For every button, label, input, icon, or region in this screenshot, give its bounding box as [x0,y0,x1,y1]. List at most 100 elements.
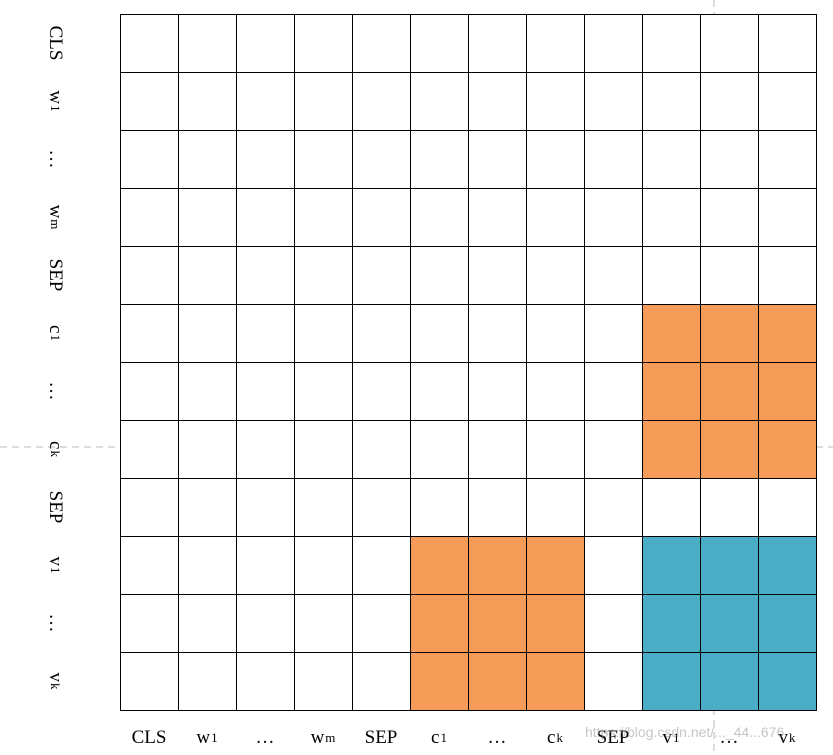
mask-cell [120,420,179,479]
mask-cell [526,246,585,305]
mask-cell [352,14,411,73]
label-base-text: CLS [131,726,167,748]
mask-cell [758,362,817,421]
mask-cell [526,420,585,479]
mask-cell [294,362,353,421]
mask-cell [120,14,179,73]
mask-cell [526,652,585,711]
mask-cell [120,130,179,189]
mask-cell [758,72,817,131]
mask-cell [236,130,295,189]
label-subscript-text: 1 [673,729,680,745]
mask-cell [700,130,759,189]
mask-cell [584,652,643,711]
mask-cell [352,652,411,711]
mask-cell [758,130,817,189]
label-base-text: … [487,726,507,748]
label-subscript-text: 1 [440,729,447,745]
mask-cell [468,14,527,73]
mask-cell [352,130,411,189]
label-base-text: SEP [364,726,398,748]
mask-cell [294,652,353,711]
mask-cell [352,536,411,595]
mask-cell [294,188,353,247]
mask-cell [584,14,643,73]
mask-cell [294,246,353,305]
mask-cell [700,72,759,131]
mask-cell [700,14,759,73]
label-subscript-text: m [48,219,64,230]
mask-cell [120,246,179,305]
label-base-text: … [255,726,275,748]
label-subscript-text: 1 [48,567,64,574]
mask-cell [468,304,527,363]
mask-cell [700,304,759,363]
label-base-text: c [431,726,440,748]
mask-cell [410,14,469,73]
row-label: SEP [41,245,71,305]
label-subscript-text: m [325,729,336,745]
label-base-text: v [662,726,673,748]
mask-cell [294,594,353,653]
mask-cell [236,246,295,305]
label-base-text: v [45,672,67,683]
mask-cell [700,478,759,537]
mask-cell [700,652,759,711]
mask-cell [642,536,701,595]
mask-cell [700,536,759,595]
mask-cell [352,188,411,247]
row-label: … [41,593,71,653]
label-subscript-text: k [48,450,64,457]
label-base-text: SEP [596,726,630,748]
label-base-text: … [45,149,67,169]
mask-cell [236,72,295,131]
label-base-text: c [45,441,67,450]
mask-cell [526,594,585,653]
column-label: … [236,724,294,750]
label-base-text: … [45,613,67,633]
mask-cell [178,304,237,363]
mask-cell [642,594,701,653]
mask-cell [410,304,469,363]
mask-cell [120,362,179,421]
mask-cell [236,652,295,711]
mask-cell [642,420,701,479]
mask-cell [236,420,295,479]
mask-cell [700,362,759,421]
mask-cell [468,478,527,537]
mask-cell [468,246,527,305]
mask-cell [120,594,179,653]
mask-cell [468,362,527,421]
mask-cell [178,478,237,537]
column-label: SEP [584,724,642,750]
mask-cell [584,594,643,653]
mask-cell [178,72,237,131]
mask-cell [236,594,295,653]
mask-cell [294,72,353,131]
mask-cell [758,188,817,247]
mask-cell [758,304,817,363]
mask-cell [178,420,237,479]
mask-cell [410,130,469,189]
mask-cell [352,72,411,131]
mask-cell [178,14,237,73]
mask-cell [758,478,817,537]
mask-cell [642,72,701,131]
label-base-text: w [45,204,67,219]
mask-cell [410,362,469,421]
mask-cell [758,652,817,711]
mask-cell [352,420,411,479]
label-subscript-text: k [48,683,64,690]
label-base-text: v [778,726,789,748]
row-label: CLS [41,13,71,73]
mask-cell [352,478,411,537]
mask-cell [642,362,701,421]
watermark-text: https://blog.csdn.net/..._44...676 [585,724,785,740]
label-base-text: … [45,381,67,401]
